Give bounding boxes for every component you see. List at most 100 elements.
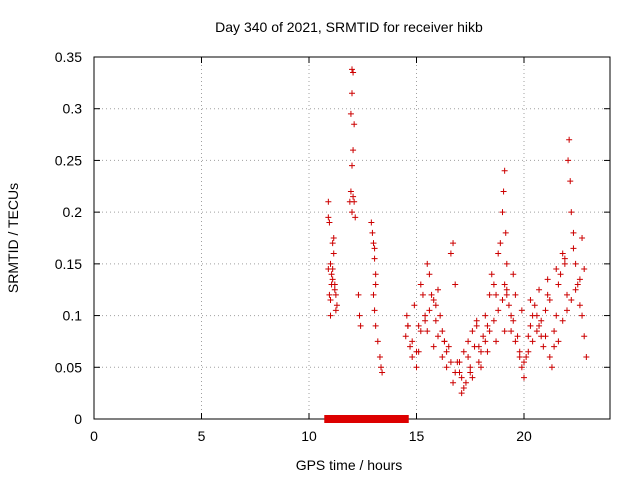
- data-point: [482, 338, 489, 345]
- data-point: [512, 338, 519, 345]
- data-point: [533, 328, 540, 335]
- data-point: [527, 297, 534, 304]
- data-point: [484, 348, 491, 355]
- data-point: [349, 66, 355, 73]
- data-point: [559, 317, 566, 324]
- data-point: [355, 291, 362, 298]
- data-point: [564, 307, 570, 314]
- data-point: [417, 328, 424, 335]
- data-point: [430, 297, 437, 304]
- data-point: [327, 297, 334, 304]
- data-point: [374, 338, 381, 345]
- data-point: [351, 121, 358, 128]
- data-point: [490, 281, 497, 288]
- data-point: [512, 291, 519, 298]
- data-point: [428, 291, 435, 298]
- data-point: [475, 343, 482, 350]
- data-point: [546, 297, 553, 304]
- data-point: [435, 333, 441, 340]
- data-point: [328, 271, 335, 278]
- plot-frame: [93, 56, 611, 420]
- y-axis-label: SRMTID / TECUs: [5, 183, 21, 293]
- data-point: [572, 286, 579, 293]
- data-point: [581, 266, 588, 273]
- data-point: [435, 286, 441, 293]
- data-point: [561, 255, 568, 262]
- data-point: [488, 271, 495, 278]
- data-point: [503, 260, 510, 267]
- data-point: [527, 322, 534, 329]
- y-tick-label: 0.15: [55, 256, 82, 272]
- x-tick-label: 20: [516, 428, 532, 444]
- data-point: [473, 317, 480, 324]
- data-point: [443, 348, 450, 355]
- y-tick-label: 0.05: [55, 359, 82, 375]
- x-axis-label: GPS time / hours: [296, 457, 403, 473]
- data-point: [521, 359, 527, 366]
- data-point: [559, 250, 566, 257]
- data-point: [490, 317, 497, 324]
- data-point: [495, 307, 502, 314]
- data-point: [450, 379, 457, 386]
- data-point: [536, 286, 543, 293]
- y-tick-label: 0.25: [55, 152, 82, 168]
- data-point: [447, 359, 454, 366]
- x-tick-label: 10: [301, 428, 317, 444]
- data-point: [445, 343, 452, 350]
- data-point: [332, 291, 339, 298]
- x-tick-label: 0: [90, 428, 98, 444]
- data-point: [529, 338, 536, 345]
- x-tick-label: 5: [198, 428, 206, 444]
- zero-data-point: [326, 415, 333, 423]
- y-tick-label: 0.35: [55, 49, 82, 65]
- data-point: [370, 291, 377, 298]
- data-point: [432, 302, 439, 309]
- data-point: [503, 291, 510, 298]
- data-point: [424, 328, 431, 335]
- data-point: [521, 374, 527, 381]
- data-point: [452, 369, 459, 376]
- data-point: [376, 353, 383, 360]
- data-point: [508, 312, 515, 319]
- data-point: [415, 348, 422, 355]
- data-point: [538, 317, 545, 324]
- data-point: [432, 317, 439, 324]
- data-point: [379, 369, 386, 376]
- data-point: [349, 209, 355, 216]
- data-point: [523, 353, 530, 360]
- data-point: [565, 157, 572, 164]
- data-point: [350, 69, 357, 76]
- data-point: [415, 322, 422, 329]
- data-point: [371, 307, 378, 314]
- data-point: [402, 333, 409, 340]
- data-point: [419, 291, 426, 298]
- data-point: [501, 328, 508, 335]
- data-point: [452, 281, 459, 288]
- data-point: [450, 240, 457, 247]
- data-point: [561, 260, 568, 267]
- data-point: [505, 302, 512, 309]
- data-point: [350, 147, 357, 154]
- data-point: [579, 312, 586, 319]
- data-point: [478, 364, 484, 371]
- data-point: [579, 235, 586, 241]
- data-point: [499, 209, 506, 216]
- chart-title: Day 340 of 2021, SRMTID for receiver hik…: [215, 19, 483, 35]
- y-tick-label: 0.3: [63, 101, 83, 117]
- data-point: [553, 266, 560, 273]
- data-point: [460, 348, 467, 355]
- data-point: [536, 322, 543, 329]
- data-point: [458, 390, 465, 397]
- y-tick-label: 0.1: [63, 308, 83, 324]
- data-point: [540, 343, 547, 350]
- data-point: [570, 229, 577, 236]
- data-point: [325, 214, 332, 221]
- data-point: [411, 302, 418, 309]
- data-point: [572, 260, 579, 267]
- data-point: [372, 281, 379, 288]
- data-point: [352, 214, 359, 221]
- data-point: [349, 162, 355, 169]
- data-point: [439, 353, 446, 360]
- data-point: [502, 229, 509, 236]
